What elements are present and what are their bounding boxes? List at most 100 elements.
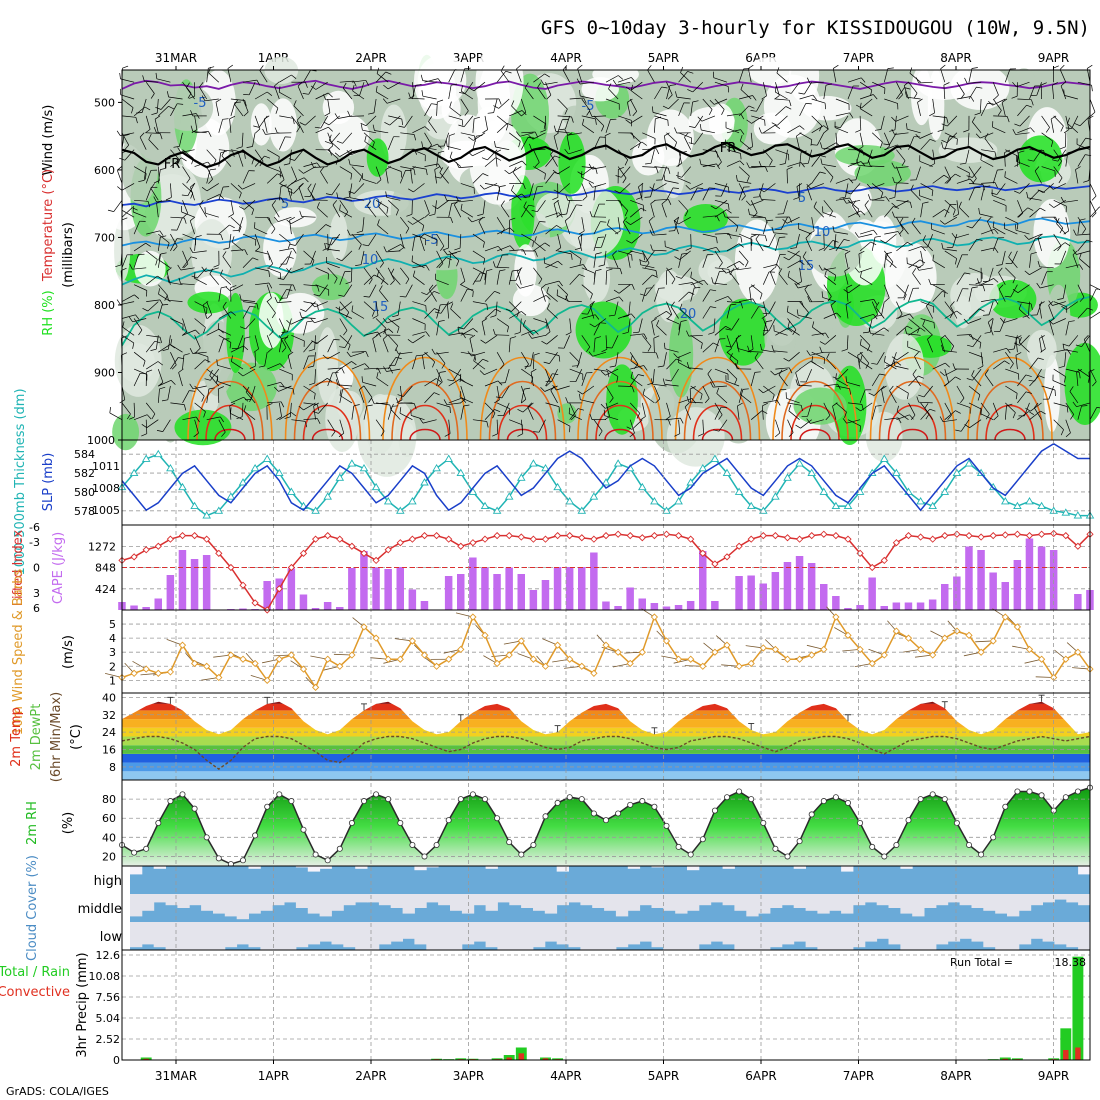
wind-speed-line-marker [481, 631, 489, 639]
wind-barb [943, 85, 946, 100]
cloud-clear-fraction [627, 922, 641, 945]
wind-barb [429, 289, 437, 302]
cape-bar [614, 606, 622, 610]
wind-barb-feather [703, 279, 709, 286]
cloud-clear-fraction [485, 894, 498, 911]
wind-10m-axis-label: 10m Wind Speed & Barbs [11, 569, 26, 736]
wind-barb [569, 250, 582, 260]
wind-barb [133, 318, 143, 331]
wind-barb [811, 155, 821, 167]
wind-barb-feather [486, 304, 489, 311]
cape-bar [130, 605, 138, 610]
wind-barb [557, 166, 570, 175]
wind-barb-feather [339, 204, 341, 211]
wind-barb [594, 318, 607, 328]
date-label-top: 7APR [843, 51, 874, 65]
wind-barb [884, 144, 898, 151]
wind-barb [582, 124, 595, 134]
cloud-clear-fraction [236, 894, 249, 920]
wind-barb-feather [595, 336, 601, 339]
wind-barb [896, 301, 903, 315]
wind-barb [1004, 405, 1007, 420]
wind-barb [581, 166, 596, 169]
wind-barb [678, 362, 691, 370]
isotherm-label: -5 [194, 96, 207, 111]
wind-barb [1077, 137, 1086, 150]
date-label-top: 9APR [1038, 51, 1069, 65]
thickness-line-marker [964, 459, 974, 467]
dewpoint-line [121, 735, 1091, 770]
boundary-layer-isotherm [196, 380, 264, 441]
wind-barb-feather [644, 196, 651, 198]
wind-barb [1048, 305, 1055, 319]
wind-barb [363, 367, 379, 370]
cloud-clear-fraction [770, 894, 783, 908]
wind-barb [944, 310, 957, 319]
wind-barb [315, 92, 329, 100]
wind-barb [956, 96, 971, 100]
cloud-clear-fraction [331, 922, 344, 945]
date-label-bottom: 1APR [258, 1069, 289, 1083]
wind-barb [509, 419, 523, 426]
wind-barb-feather [842, 198, 847, 204]
wind-barb [1017, 98, 1032, 101]
cape-axis-label: CAPE (J/kg) [51, 532, 66, 604]
wind-barb-feather [1072, 249, 1077, 255]
wind-barb [180, 267, 195, 271]
wind-barb [1053, 301, 1067, 308]
wind-barb-feather [160, 167, 167, 170]
wind-barb [811, 217, 815, 232]
wind-barb-feather [796, 183, 803, 187]
wind-barb-feather [740, 236, 743, 243]
wind-barb [424, 392, 435, 404]
lifted-index-line-marker [1037, 530, 1046, 538]
wind-barb [1077, 81, 1092, 86]
wind-barb [170, 352, 177, 366]
wind-barb-feather [543, 361, 550, 364]
wind-barb [920, 301, 934, 307]
wind-barb-feather [292, 284, 296, 291]
boundary-layer-isotherm [214, 428, 246, 441]
wind-barb-feather [251, 158, 255, 165]
wind-barb [385, 169, 389, 184]
cloud-clear-fraction [722, 922, 735, 945]
wind-barb-feather [537, 82, 542, 88]
wind-barb-feather [406, 213, 413, 217]
wind-barb-feather [204, 359, 211, 363]
axis-tick-label: 2.52 [96, 1033, 121, 1046]
wind-barb-feather [439, 167, 444, 173]
wind-barb [942, 419, 957, 423]
isotherm-label: -5 [426, 233, 439, 248]
wind-barb [265, 132, 280, 135]
wind-barb-feather [277, 173, 283, 177]
wind-barb [313, 166, 328, 168]
wind-barb-feather [679, 303, 683, 310]
wind-barb-feather [740, 153, 742, 160]
wind-barb [1017, 200, 1024, 214]
lifted-index-line-marker [614, 530, 622, 538]
wind-barb [315, 284, 329, 291]
thickness-line-marker [517, 473, 526, 481]
wind-barb [629, 402, 640, 414]
wind-barb [894, 183, 897, 198]
wind-barb [775, 149, 789, 155]
cloud-clear-fraction [533, 922, 546, 948]
wind-barb-feather [953, 213, 959, 218]
wind-barb [832, 68, 837, 83]
panel-frames [121, 69, 1091, 1061]
wind-barb [121, 115, 136, 118]
wind-barb-feather [304, 421, 308, 428]
wind-barb [1029, 410, 1041, 420]
wind-barb-feather [155, 106, 162, 110]
wind-barb-feather [707, 368, 712, 375]
rh-line-marker [590, 810, 597, 817]
lifted-index-line-marker [457, 542, 465, 550]
wind-barb-feather [790, 247, 797, 249]
wind-barb [449, 157, 462, 167]
wind-barb [992, 195, 1006, 201]
wind-barb-feather [896, 405, 899, 412]
wind-barb [1057, 149, 1067, 162]
wind-barb-feather [533, 352, 540, 356]
wind-barb-feather [376, 372, 379, 379]
wind-barb [615, 352, 619, 367]
